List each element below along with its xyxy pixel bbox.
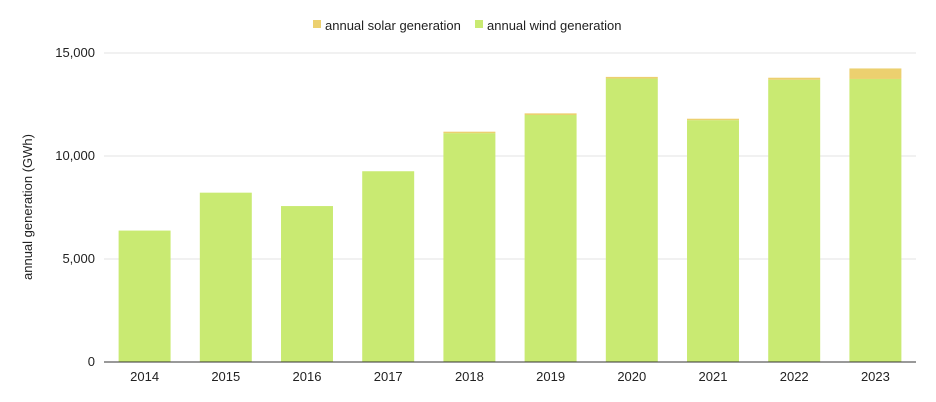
x-tick-label: 2016 (293, 369, 322, 384)
x-tick-label: 2017 (374, 369, 403, 384)
legend: annual solar generation annual wind gener… (313, 18, 621, 33)
y-axis-ticks: 0 5,000 10,000 15,000 (55, 45, 95, 369)
x-tick-label: 2015 (211, 369, 240, 384)
bar-annual-solar-generation-2022 (768, 77, 821, 80)
y-tick-label: 0 (88, 354, 95, 369)
bar-annual-solar-generation-2019 (524, 113, 577, 116)
bar-annual-wind-generation-2014 (118, 230, 171, 362)
x-tick-label: 2020 (617, 369, 646, 384)
bar-annual-solar-generation-2018 (443, 131, 496, 134)
x-tick-label: 2022 (780, 369, 809, 384)
x-tick-label: 2023 (861, 369, 890, 384)
x-tick-label: 2021 (699, 369, 728, 384)
bar-annual-wind-generation-2018 (443, 133, 496, 362)
bar-annual-wind-generation-2016 (281, 206, 333, 362)
x-tick-label: 2019 (536, 369, 565, 384)
legend-label: annual solar generation (325, 18, 461, 33)
y-axis-label: annual generation (GWh) (20, 134, 35, 280)
y-tick-label: 15,000 (55, 45, 95, 60)
legend-label: annual wind generation (487, 18, 621, 33)
bar-annual-wind-generation-2017 (362, 171, 415, 362)
x-axis-ticks: 2014 2015 2016 2017 2018 2019 2020 2021 2022 2023 (130, 369, 890, 384)
bar-annual-wind-generation-2022 (768, 79, 821, 362)
y-tick-label: 10,000 (55, 148, 95, 163)
bar-annual-wind-generation-2015 (199, 192, 252, 362)
x-tick-label: 2018 (455, 369, 484, 384)
bar-annual-solar-generation-2023 (849, 68, 902, 79)
bar-annual-wind-generation-2019 (524, 115, 577, 362)
bar-annual-wind-generation-2023 (849, 78, 902, 363)
legend-swatch (313, 20, 321, 28)
x-tick-label: 2014 (130, 369, 159, 384)
bar-annual-solar-generation-2020 (605, 76, 658, 79)
y-tick-label: 5,000 (62, 251, 95, 266)
bar-annual-solar-generation-2021 (687, 118, 739, 121)
bars (118, 68, 902, 363)
bar-annual-wind-generation-2021 (687, 120, 739, 362)
bar-annual-wind-generation-2020 (605, 78, 658, 362)
legend-swatch (475, 20, 483, 28)
